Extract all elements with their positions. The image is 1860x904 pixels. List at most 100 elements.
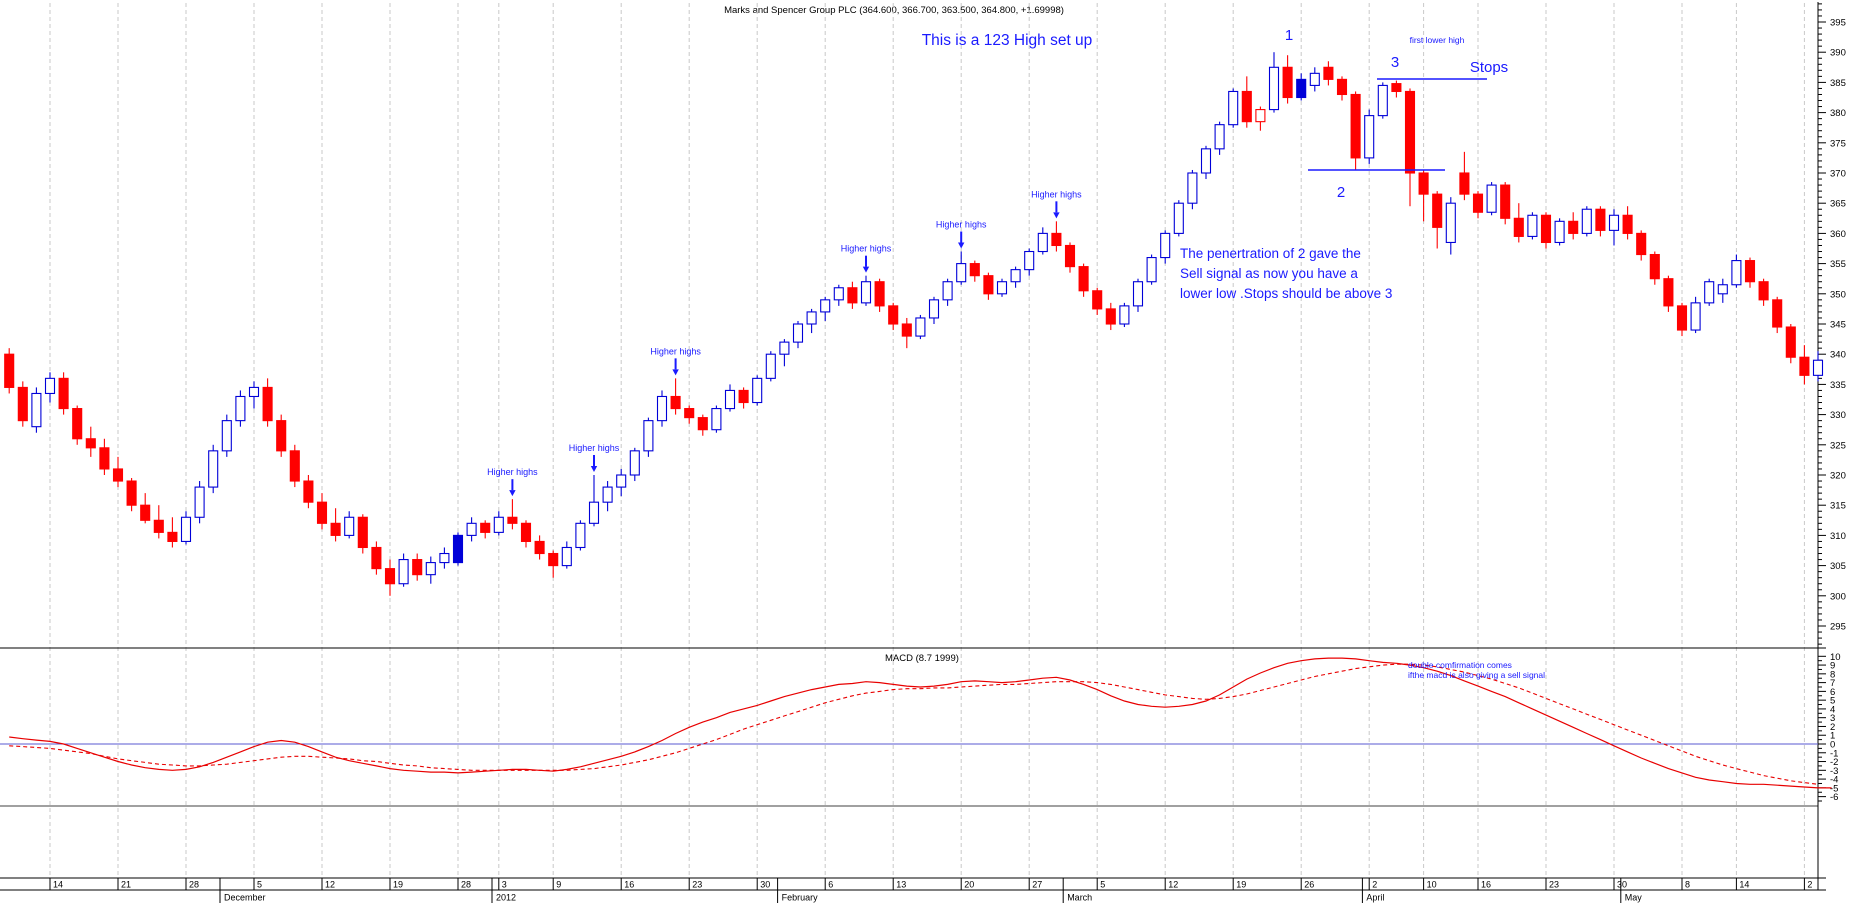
svg-text:-2: -2 <box>1830 757 1838 768</box>
svg-text:The penertration of 2 gave the: The penertration of 2 gave the <box>1180 246 1361 261</box>
svg-text:30: 30 <box>1617 880 1627 890</box>
svg-text:355: 355 <box>1830 259 1846 270</box>
svg-text:14: 14 <box>53 880 63 890</box>
macd-panel: MACD (8.7 1999) <box>0 653 1832 789</box>
svg-text:6: 6 <box>1830 687 1835 698</box>
svg-text:375: 375 <box>1830 138 1846 149</box>
svg-text:-3: -3 <box>1830 766 1838 777</box>
svg-text:10: 10 <box>1830 652 1841 663</box>
svg-text:390: 390 <box>1830 48 1846 59</box>
gridlines <box>49 3 1805 878</box>
panel-frame <box>0 2 1826 890</box>
svg-text:345: 345 <box>1830 320 1846 331</box>
svg-text:2: 2 <box>1807 880 1812 890</box>
svg-text:335: 335 <box>1830 380 1846 391</box>
svg-text:April: April <box>1366 893 1384 903</box>
svg-text:16: 16 <box>624 880 634 890</box>
svg-text:330: 330 <box>1830 410 1846 421</box>
svg-text:340: 340 <box>1830 350 1846 361</box>
svg-text:2: 2 <box>1372 880 1377 890</box>
svg-text:300: 300 <box>1830 591 1846 602</box>
svg-text:2012: 2012 <box>496 893 516 903</box>
svg-text:13: 13 <box>896 880 906 890</box>
svg-text:ifthe macd is also giving a se: ifthe macd is also giving a sell signal <box>1408 670 1545 680</box>
chart-title: Marks and Spencer Group PLC (364.600, 36… <box>724 5 1064 16</box>
svg-text:365: 365 <box>1830 199 1846 210</box>
svg-text:310: 310 <box>1830 531 1846 542</box>
annotation-point-2: 2 <box>1337 184 1345 201</box>
svg-text:0: 0 <box>1830 740 1835 751</box>
svg-text:Higher highs: Higher highs <box>841 244 892 254</box>
svg-text:360: 360 <box>1830 229 1846 240</box>
svg-text:350: 350 <box>1830 289 1846 300</box>
svg-text:325: 325 <box>1830 440 1846 451</box>
higher-highs-annotations: Higher highs Higher highs Higher highs High… <box>487 189 1082 497</box>
svg-text:lower low .Stops should be abo: lower low .Stops should be above 3 <box>1180 286 1392 301</box>
svg-text:-1: -1 <box>1830 748 1838 759</box>
svg-text:370: 370 <box>1830 169 1846 180</box>
svg-text:12: 12 <box>1168 880 1178 890</box>
svg-text:-4: -4 <box>1830 775 1838 786</box>
svg-text:30: 30 <box>760 880 770 890</box>
svg-text:385: 385 <box>1830 78 1846 89</box>
svg-text:16: 16 <box>1481 880 1491 890</box>
date-axis: 14 21 28 5 12 19 28 3 9 16 23 30 6 13 20 27 5 12 19 26 2 10 16… <box>0 877 1826 903</box>
svg-text:May: May <box>1625 893 1643 903</box>
svg-text:295: 295 <box>1830 622 1846 633</box>
svg-text:28: 28 <box>189 880 199 890</box>
svg-text:9: 9 <box>1830 661 1835 672</box>
svg-text:Higher highs: Higher highs <box>487 467 538 477</box>
svg-text:395: 395 <box>1830 18 1846 29</box>
svg-text:23: 23 <box>1549 880 1559 890</box>
svg-text:320: 320 <box>1830 471 1846 482</box>
macd-line <box>9 657 1832 789</box>
macd-signal-line <box>9 663 1819 785</box>
svg-text:Higher highs: Higher highs <box>1031 189 1082 199</box>
svg-text:Higher highs: Higher highs <box>569 443 620 453</box>
svg-text:9: 9 <box>556 880 561 890</box>
svg-text:23: 23 <box>692 880 702 890</box>
svg-text:20: 20 <box>964 880 974 890</box>
price-axis: 295 300 305 310 315 320 325 330 335 340 345 350 355 3… <box>1818 3 1846 645</box>
drawn-annotations: This is a 123 High set up 1 3 2 first lower … <box>922 27 1545 680</box>
annotation-stops: Stops <box>1470 59 1508 76</box>
svg-text:5: 5 <box>1830 696 1835 707</box>
svg-text:7: 7 <box>1830 678 1835 689</box>
svg-text:380: 380 <box>1830 108 1846 119</box>
svg-text:December: December <box>224 893 266 903</box>
svg-text:12: 12 <box>325 880 335 890</box>
svg-text:4: 4 <box>1830 704 1835 715</box>
svg-text:27: 27 <box>1032 880 1042 890</box>
svg-text:-6: -6 <box>1830 792 1838 803</box>
svg-text:5: 5 <box>257 880 262 890</box>
svg-text:8: 8 <box>1830 669 1835 680</box>
svg-text:315: 315 <box>1830 501 1846 512</box>
annotation-first-lower-high: first lower high <box>1410 35 1465 45</box>
svg-text:3: 3 <box>502 880 507 890</box>
svg-text:February: February <box>782 893 819 903</box>
svg-text:8: 8 <box>1685 880 1690 890</box>
svg-text:5: 5 <box>1100 880 1105 890</box>
svg-text:19: 19 <box>393 880 403 890</box>
svg-text:double comfirmation comes: double comfirmation comes <box>1408 660 1512 670</box>
annotation-point-3: 3 <box>1391 54 1399 71</box>
annotation-point-1: 1 <box>1285 27 1293 44</box>
svg-text:1: 1 <box>1830 731 1835 742</box>
svg-text:21: 21 <box>121 880 131 890</box>
candlestick-series <box>4 52 1824 596</box>
svg-text:Higher highs: Higher highs <box>936 220 987 230</box>
svg-text:Higher highs: Higher highs <box>650 346 701 356</box>
macd-label: MACD (8.7 1999) <box>885 653 959 664</box>
svg-text:305: 305 <box>1830 561 1846 572</box>
svg-text:26: 26 <box>1304 880 1314 890</box>
svg-text:2: 2 <box>1830 722 1835 733</box>
svg-text:6: 6 <box>828 880 833 890</box>
svg-text:28: 28 <box>461 880 471 890</box>
annotation-setup-title: This is a 123 High set up <box>922 32 1093 49</box>
svg-text:3: 3 <box>1830 713 1835 724</box>
svg-text:19: 19 <box>1236 880 1246 890</box>
svg-text:Sell signal as now you have a: Sell signal as now you have a <box>1180 266 1358 281</box>
